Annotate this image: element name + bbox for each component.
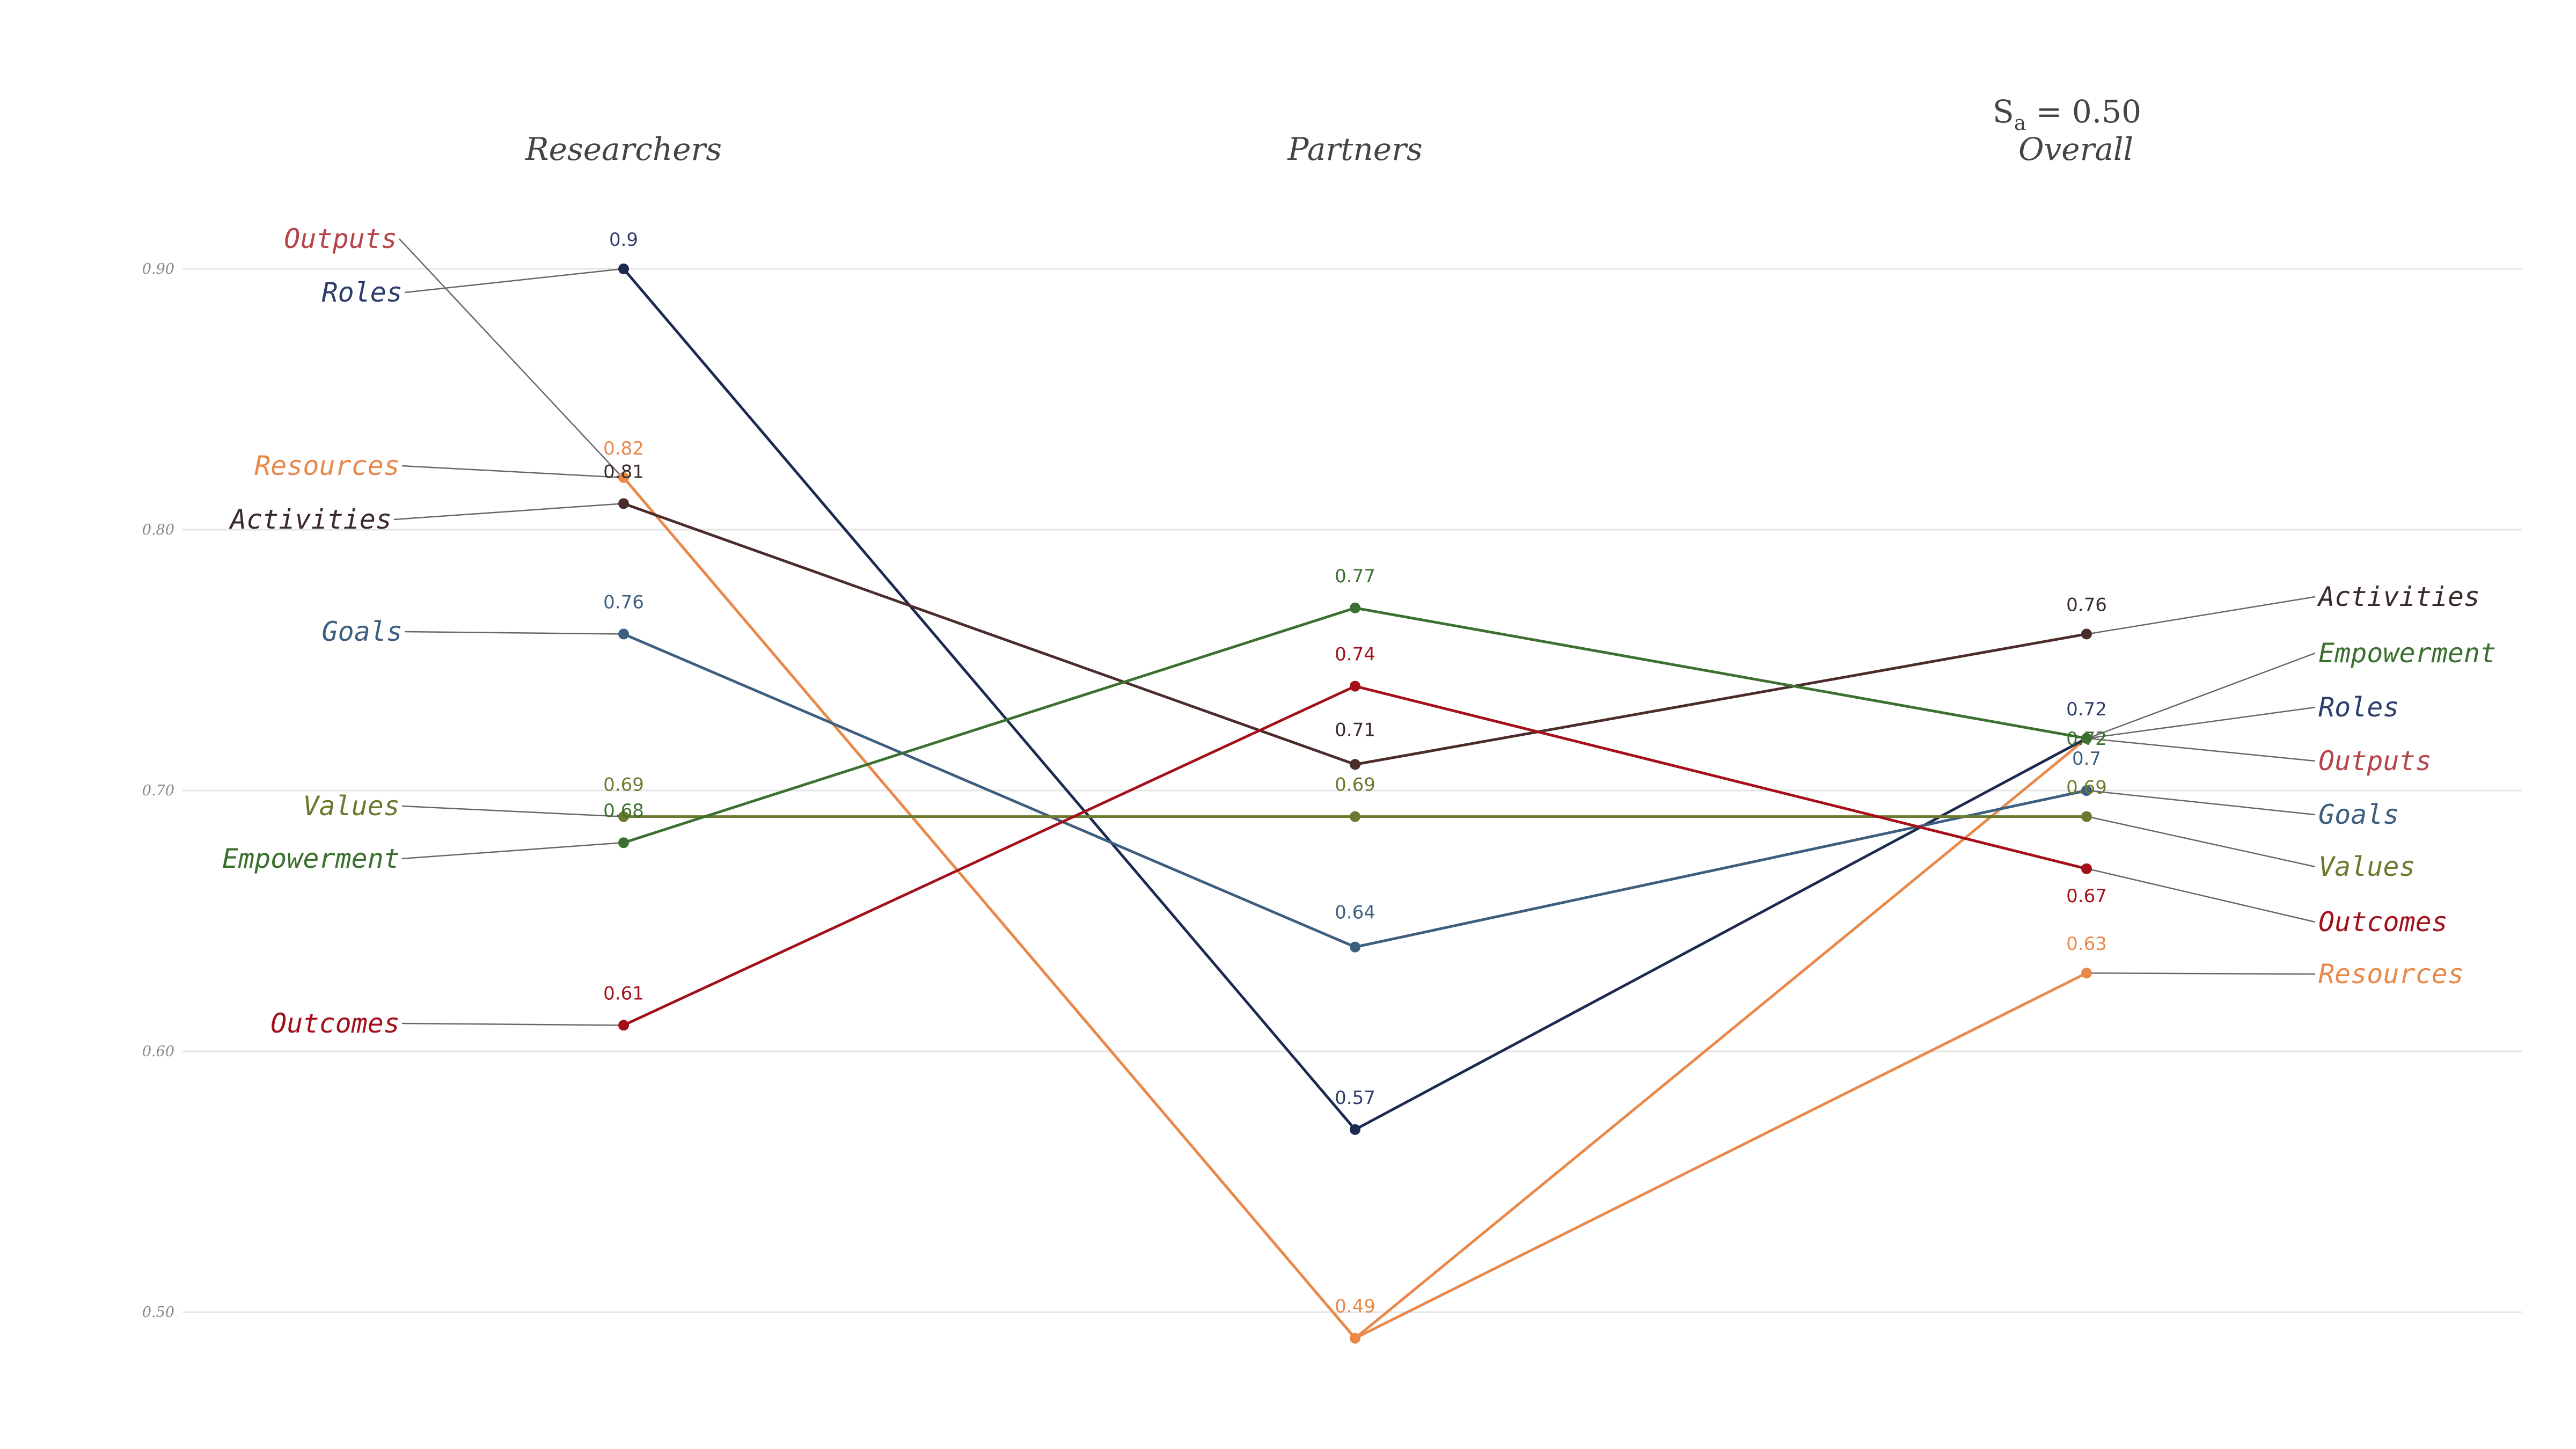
leader-line xyxy=(399,238,623,478)
leader-line xyxy=(2087,816,2316,868)
sa-annotation: Sa = 0.50 xyxy=(1993,93,2141,135)
point-activities xyxy=(618,498,629,509)
series-label-right: Outcomes xyxy=(2318,906,2448,938)
series-label-left: Roles xyxy=(321,277,402,308)
column-headers: Researchers Partners Overall xyxy=(525,131,2133,167)
column-header: Researchers xyxy=(525,131,722,167)
point-empowerment xyxy=(1350,602,1360,613)
value-label: 0.57 xyxy=(1335,1087,1375,1109)
leader-line xyxy=(401,1022,623,1026)
point-outcomes xyxy=(618,1020,629,1031)
y-tick-label: 0.50 xyxy=(142,1304,174,1321)
leader-line xyxy=(2087,868,2316,923)
series-label-left: Goals xyxy=(321,616,402,647)
series-labels: Outputs Outputs Roles Roles Resources Resourc… xyxy=(222,223,2496,1039)
point-goals xyxy=(618,628,629,640)
leader-line xyxy=(2087,706,2316,740)
value-label: 0.69 xyxy=(603,774,644,796)
series-label-right: Resources xyxy=(2318,958,2464,990)
y-axis-ticks: 0.50 0.60 0.70 0.80 0.90 xyxy=(142,261,174,1321)
y-tick-label: 0.90 xyxy=(142,261,174,277)
y-tick-label: 0.70 xyxy=(142,782,174,799)
point-roles xyxy=(618,264,629,274)
value-label: 0.81 xyxy=(603,461,644,482)
value-labels: 0.9 0.57 0.72 0.82 0.49 0.63 0.81 0.71 0.76 0.76 0… xyxy=(603,229,2107,1318)
series-label-right: Roles xyxy=(2318,692,2399,723)
leader-line xyxy=(2087,972,2316,975)
value-label: 0.69 xyxy=(2066,777,2107,799)
point-outcomes xyxy=(2081,863,2092,874)
point-goals xyxy=(2081,785,2092,796)
value-label: 0.64 xyxy=(1335,902,1375,924)
point-resources xyxy=(2081,968,2092,979)
leader-line xyxy=(2087,596,2316,635)
point-resources xyxy=(1350,1333,1360,1344)
point-activities xyxy=(1350,759,1360,770)
leader-line xyxy=(2087,789,2316,816)
value-label: 0.72 xyxy=(2066,699,2107,720)
point-roles xyxy=(1350,1124,1360,1135)
series-label-right: Activities xyxy=(2317,581,2480,612)
value-label: 0.82 xyxy=(603,438,644,459)
leader-line xyxy=(401,805,623,817)
value-label: 0.9 xyxy=(609,229,638,251)
point-values xyxy=(1350,811,1360,822)
point-values xyxy=(2081,811,2092,822)
series-label-right: Values xyxy=(2318,851,2416,882)
value-label: 0.76 xyxy=(2066,594,2107,616)
data-points xyxy=(618,264,2092,1344)
leader-line xyxy=(2087,737,2316,762)
leader-line xyxy=(393,503,623,521)
gridlines xyxy=(182,268,2522,1313)
y-tick-label: 0.60 xyxy=(142,1043,174,1060)
value-label: 0.61 xyxy=(603,983,644,1004)
value-label: 0.7 xyxy=(2072,748,2101,770)
series-label-right: Outputs xyxy=(2318,745,2432,777)
series-label-left: Outcomes xyxy=(270,1008,400,1039)
series-label-right: Goals xyxy=(2318,799,2399,830)
value-label: 0.63 xyxy=(2066,933,2107,955)
label-leaders xyxy=(393,238,2316,1026)
series-label-right: Empowerment xyxy=(2318,638,2496,669)
value-label: 0.76 xyxy=(603,591,644,613)
leader-line xyxy=(404,268,623,294)
value-label: 0.77 xyxy=(1335,566,1375,587)
point-activities xyxy=(2081,628,2092,640)
value-label: 0.67 xyxy=(2066,885,2107,907)
series-label-left: Empowerment xyxy=(222,843,400,874)
point-resources xyxy=(618,472,629,483)
leader-line xyxy=(401,841,623,860)
series-lines xyxy=(623,268,2088,1341)
point-empowerment xyxy=(618,837,629,848)
leader-line xyxy=(2087,652,2316,739)
value-label: 0.72 xyxy=(2066,728,2107,750)
series-label-left: Resources xyxy=(254,450,400,481)
point-goals xyxy=(1350,941,1360,953)
point-outcomes xyxy=(1350,680,1360,692)
value-label: 0.68 xyxy=(603,800,644,822)
column-header: Partners xyxy=(1287,131,1422,167)
leader-line xyxy=(404,631,623,635)
value-label: 0.69 xyxy=(1335,774,1375,796)
y-tick-label: 0.80 xyxy=(142,522,174,538)
point-empowerment xyxy=(2081,733,2092,744)
value-label: 0.74 xyxy=(1335,644,1375,665)
series-label-left: Activities xyxy=(229,504,392,535)
series-label-left: Values xyxy=(303,791,400,822)
value-label: 0.49 xyxy=(1335,1296,1375,1318)
series-label-left: Outputs xyxy=(284,223,397,254)
point-values xyxy=(618,811,629,822)
value-label: 0.71 xyxy=(1335,719,1375,741)
column-header: Overall xyxy=(2018,131,2133,167)
leader-line xyxy=(401,465,623,479)
